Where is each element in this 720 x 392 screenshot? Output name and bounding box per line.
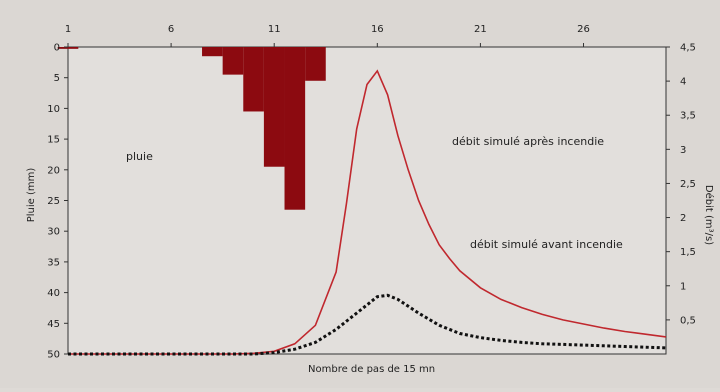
y-left-tick-label: 25 (47, 196, 60, 207)
discharge-lines (68, 69, 667, 356)
x-top-tick-label: 16 (371, 24, 384, 35)
x-top-tick-label: 21 (474, 24, 487, 35)
y-right-axis-label: Débit (m³/s) (703, 185, 715, 245)
rain-bar (284, 47, 306, 210)
y-right-tick-label: 0,5 (680, 315, 696, 326)
x-top-tick-label: 26 (577, 24, 590, 35)
rain-bar (305, 47, 326, 81)
y-left-tick-label: 10 (47, 104, 60, 115)
rain-bars (57, 47, 326, 210)
axes: 1 6 11 16 21 26051015202530354045504,543,532,… (47, 24, 696, 361)
y-right-tick-label: 1 (680, 281, 686, 292)
y-left-tick-label: 15 (47, 135, 60, 146)
x-top-tick-label: 1 (65, 24, 71, 35)
after-fire-discharge-line (68, 69, 667, 355)
after-fire-label: débit simulé après incendie (452, 135, 604, 148)
rain-bar (263, 47, 285, 167)
plot-frame (67, 46, 667, 355)
y-left-tick-label: 5 (54, 73, 60, 84)
y-left-tick-label: 30 (47, 227, 60, 238)
before-fire-discharge-line (68, 293, 667, 356)
y-right-tick-label: 3,5 (680, 111, 696, 122)
x-top-tick-label: 11 (268, 24, 281, 35)
y-right-tick-label: 4,5 (680, 43, 696, 54)
rain-bar (202, 47, 223, 57)
before-fire-label: débit simulé avant incendie (470, 238, 623, 251)
y-right-tick-label: 3 (680, 145, 686, 156)
rain-bar (222, 47, 244, 75)
y-left-tick-label: 0 (54, 43, 60, 54)
y-right-tick-label: 4 (680, 77, 686, 88)
y-left-tick-label: 50 (47, 350, 60, 361)
y-left-tick-label: 45 (47, 319, 60, 330)
y-left-axis-label: Pluie (mm) (26, 168, 37, 223)
x-axis-label: Nombre de pas de 15 mn (308, 364, 435, 375)
y-right-tick-label: 1,5 (680, 247, 696, 258)
x-top-tick-label: 6 (168, 24, 174, 35)
rain-bar (57, 47, 79, 49)
y-right-tick-label: 2 (680, 213, 686, 224)
rain-bar (243, 47, 264, 112)
pluie-label: pluie (126, 150, 153, 163)
y-right-tick-label: 2,5 (680, 179, 696, 190)
y-left-tick-label: 35 (47, 257, 60, 268)
y-left-tick-label: 20 (47, 165, 60, 176)
y-left-tick-label: 40 (47, 288, 60, 299)
